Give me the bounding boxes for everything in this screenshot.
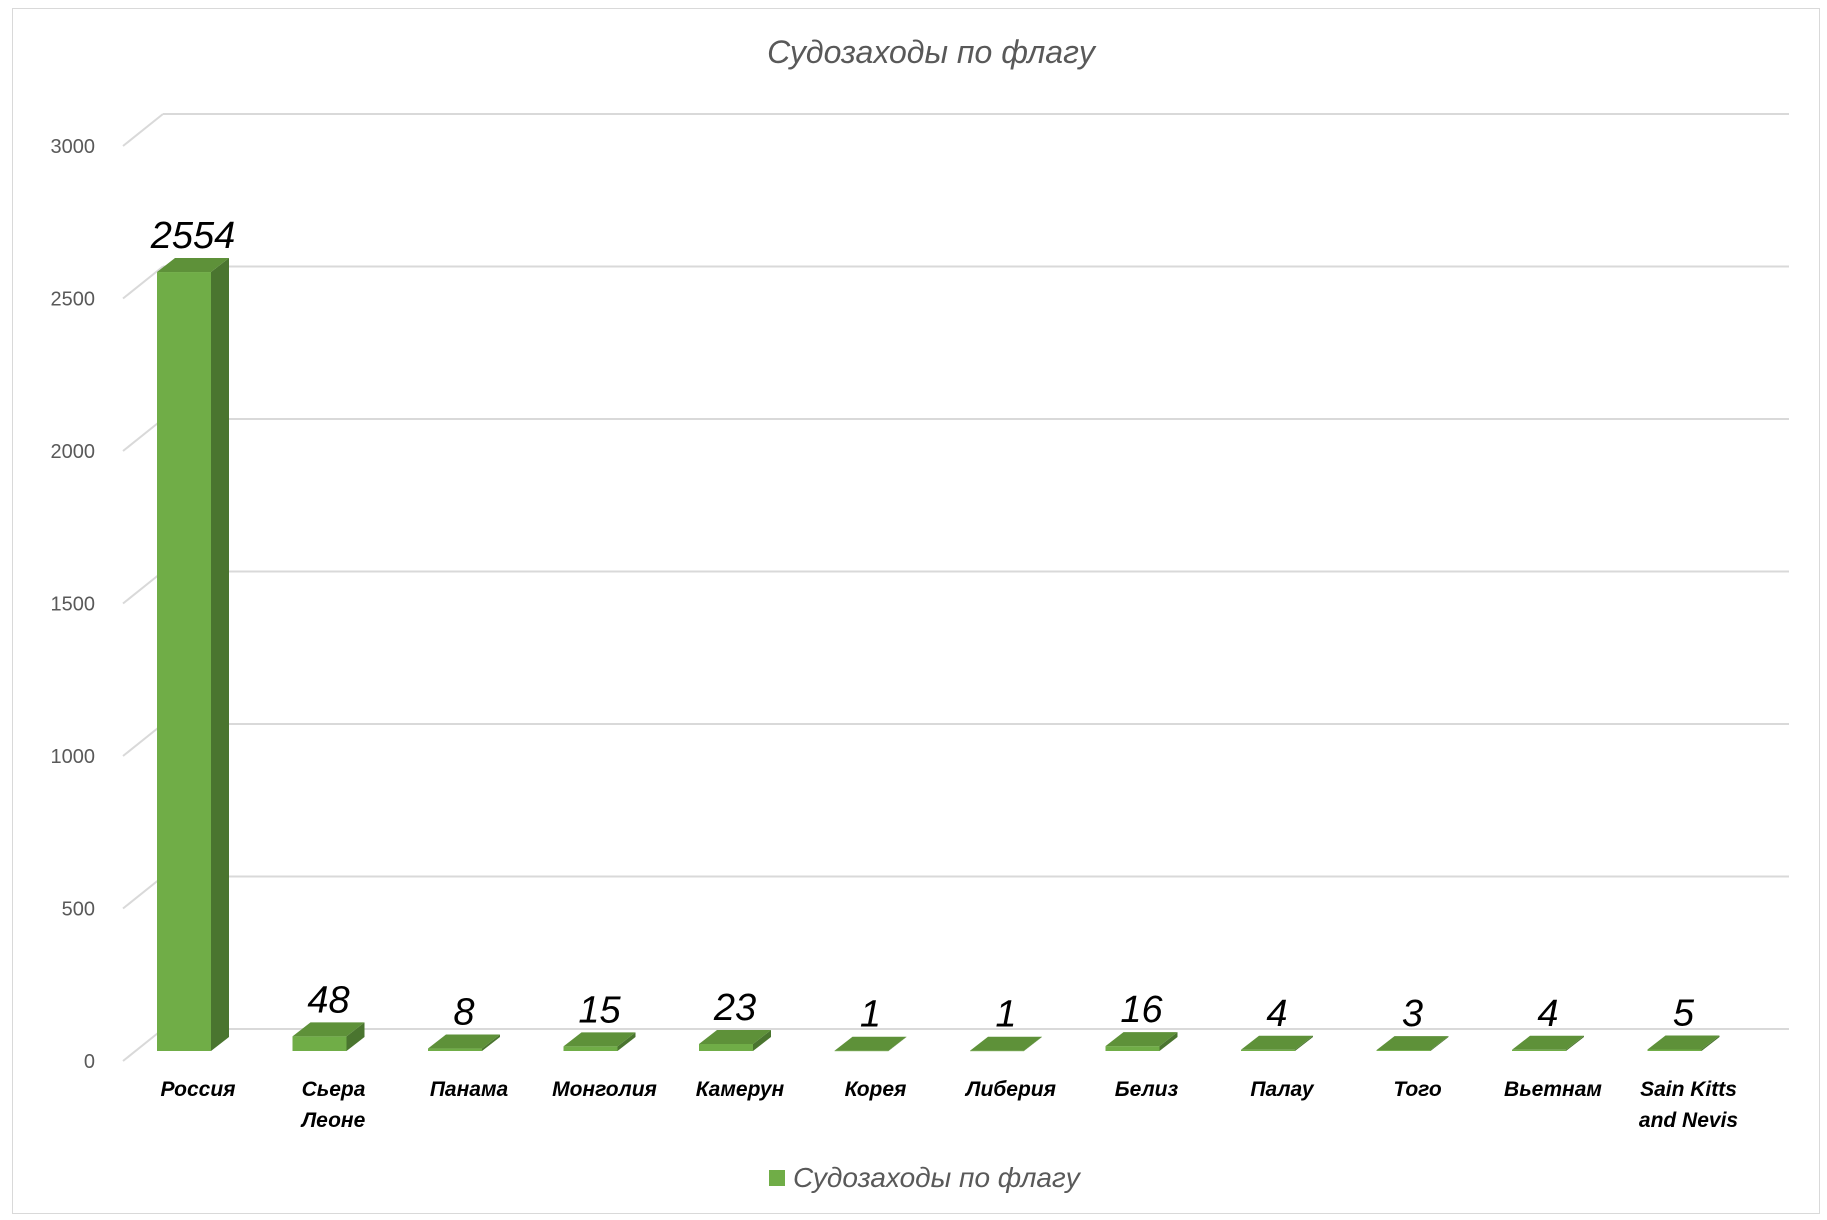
data-label: 15 — [578, 989, 621, 1031]
bar-side — [753, 1029, 771, 1051]
bars: 2554 48 8 15 23 1 1 16 4 3 4 5 — [150, 215, 1720, 1052]
bar — [292, 1022, 365, 1051]
bar — [1512, 1035, 1584, 1051]
legend-label: Судозаходы по флагу — [793, 1162, 1082, 1193]
x-tick-label: Sain Kitts and Nevis — [1639, 1078, 1738, 1132]
data-label: 1 — [860, 994, 881, 1036]
gridline-wall — [122, 1028, 164, 1062]
bar-side — [211, 258, 229, 1051]
x-tick-label: Панама — [430, 1078, 509, 1101]
bar — [1376, 1036, 1449, 1051]
x-tick-label: Монголия — [552, 1078, 657, 1101]
y-axis-ticks: 0 500 1000 1500 2000 2500 3000 — [51, 136, 96, 1073]
y-tick-label: 1000 — [51, 746, 96, 768]
bar-front — [1376, 1050, 1431, 1051]
y-tick-label: 1500 — [51, 594, 96, 616]
bar-top — [970, 1036, 1042, 1051]
bar-front — [834, 1050, 889, 1052]
x-tick-label: Сьера Леоне — [300, 1078, 366, 1132]
bar-front — [563, 1046, 618, 1051]
legend: Судозаходы по флагу — [769, 1162, 1082, 1193]
bar-front — [970, 1050, 1024, 1052]
bar — [1241, 1035, 1313, 1051]
bar-chart: Судозаходы по флагу 0 500 1000 1500 2000 2500… — [51, 34, 1789, 1193]
gridline-wall — [122, 418, 164, 452]
bar — [699, 1029, 771, 1051]
x-tick-label: Белиз — [1115, 1078, 1179, 1101]
bar-front — [1241, 1049, 1295, 1051]
bar-top — [1512, 1035, 1584, 1050]
bar-side — [1024, 1036, 1042, 1051]
x-tick-label: Россия — [160, 1078, 235, 1101]
x-axis-ticks: Россия Сьера Леоне Панама Монголия Камерун Кор… — [160, 1078, 1738, 1132]
data-label: 23 — [713, 987, 756, 1029]
bar-side — [888, 1036, 907, 1051]
bar — [428, 1034, 500, 1051]
gridline-wall — [122, 875, 164, 910]
bar — [1647, 1035, 1720, 1051]
data-label: 3 — [1402, 993, 1423, 1035]
gridline-wall — [122, 570, 164, 605]
gridlines — [122, 113, 1789, 1062]
bar-front — [428, 1048, 482, 1051]
data-label: 8 — [453, 992, 474, 1034]
gridline-wall — [122, 113, 164, 147]
bar — [157, 258, 229, 1051]
x-tick-label: Либерия — [964, 1078, 1056, 1101]
bar-front — [292, 1036, 347, 1051]
y-tick-label: 500 — [62, 899, 95, 921]
bar-top — [834, 1036, 907, 1051]
y-tick-label: 3000 — [51, 136, 96, 158]
bar-top — [428, 1034, 500, 1049]
bar — [1105, 1032, 1178, 1051]
x-tick-label: Корея — [845, 1078, 907, 1101]
y-tick-label: 2500 — [51, 289, 96, 311]
bar-top — [1647, 1035, 1720, 1050]
bar-front — [1647, 1049, 1702, 1051]
data-label: 4 — [1537, 993, 1558, 1035]
bar-front — [1105, 1046, 1160, 1051]
x-tick-label: Камерун — [696, 1078, 785, 1101]
bar-front — [157, 272, 211, 1051]
bar-side — [1159, 1032, 1178, 1051]
bar-side — [617, 1032, 636, 1051]
bar-top — [563, 1032, 636, 1047]
data-label: 2554 — [150, 215, 236, 257]
chart-title: Судозаходы по флагу — [767, 34, 1097, 70]
data-label: 1 — [995, 994, 1016, 1036]
x-tick-label: Палау — [1250, 1078, 1315, 1101]
bar-front — [1512, 1049, 1566, 1051]
bar-side — [1295, 1035, 1313, 1051]
gridline-wall — [122, 723, 164, 757]
bar-side — [482, 1034, 500, 1051]
y-tick-label: 2000 — [51, 441, 96, 463]
bar-top — [292, 1022, 365, 1037]
data-label: 5 — [1673, 992, 1695, 1034]
legend-swatch — [769, 1170, 785, 1186]
x-tick-label: Того — [1393, 1078, 1442, 1101]
bar-front — [699, 1043, 753, 1051]
bar — [834, 1036, 907, 1052]
bar-top — [1105, 1032, 1178, 1047]
bar — [563, 1032, 636, 1051]
chart-frame: Судозаходы по флагу 0 500 1000 1500 2000 2500… — [12, 8, 1820, 1214]
x-tick-label: Вьетнам — [1504, 1078, 1602, 1101]
y-tick-label: 0 — [84, 1051, 95, 1073]
data-label: 16 — [1120, 989, 1163, 1031]
data-label: 4 — [1266, 993, 1287, 1035]
data-label: 48 — [307, 979, 349, 1021]
bar-side — [1566, 1035, 1584, 1051]
bar-side — [1430, 1036, 1449, 1051]
bar-side — [1701, 1035, 1720, 1051]
bar — [970, 1036, 1042, 1052]
gridline-wall — [122, 265, 164, 300]
bar-top — [157, 258, 229, 273]
bar-top — [1241, 1035, 1313, 1050]
bar-top — [699, 1029, 771, 1044]
bar-top — [1376, 1036, 1449, 1051]
bar-side — [346, 1022, 365, 1051]
